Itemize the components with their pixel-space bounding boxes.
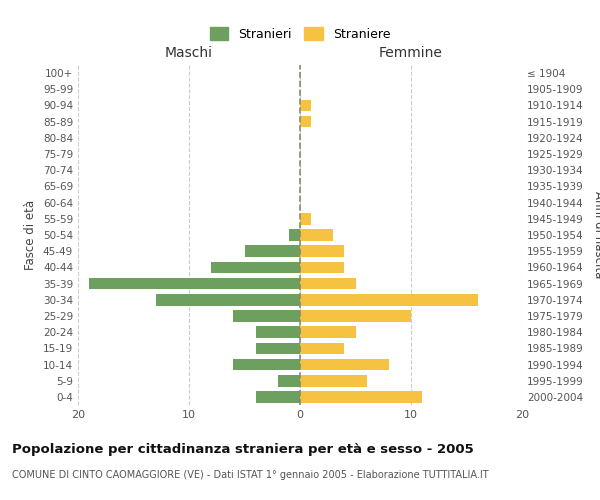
Text: Popolazione per cittadinanza straniera per età e sesso - 2005: Popolazione per cittadinanza straniera p…	[12, 442, 474, 456]
Text: Maschi: Maschi	[165, 46, 213, 60]
Bar	[300, 278, 355, 289]
Bar	[300, 310, 411, 322]
Bar	[245, 246, 300, 257]
Bar	[300, 246, 344, 257]
Text: Femmine: Femmine	[379, 46, 443, 60]
Y-axis label: Fasce di età: Fasce di età	[25, 200, 37, 270]
Bar	[256, 391, 300, 402]
Bar	[233, 310, 300, 322]
Bar	[300, 294, 478, 306]
Bar	[300, 100, 311, 112]
Bar	[289, 229, 300, 241]
Bar	[300, 116, 311, 128]
Bar	[300, 213, 311, 224]
Text: COMUNE DI CINTO CAOMAGGIORE (VE) - Dati ISTAT 1° gennaio 2005 - Elaborazione TUT: COMUNE DI CINTO CAOMAGGIORE (VE) - Dati …	[12, 470, 488, 480]
Bar	[211, 262, 300, 273]
Legend: Stranieri, Straniere: Stranieri, Straniere	[209, 27, 391, 40]
Bar	[300, 326, 355, 338]
Y-axis label: Anni di nascita: Anni di nascita	[592, 192, 600, 278]
Bar	[300, 262, 344, 273]
Bar	[300, 342, 344, 354]
Bar	[300, 229, 334, 241]
Bar	[256, 326, 300, 338]
Bar	[89, 278, 300, 289]
Bar	[233, 358, 300, 370]
Bar	[278, 375, 300, 386]
Bar	[300, 391, 422, 402]
Bar	[300, 375, 367, 386]
Bar	[300, 358, 389, 370]
Bar	[156, 294, 300, 306]
Bar	[256, 342, 300, 354]
